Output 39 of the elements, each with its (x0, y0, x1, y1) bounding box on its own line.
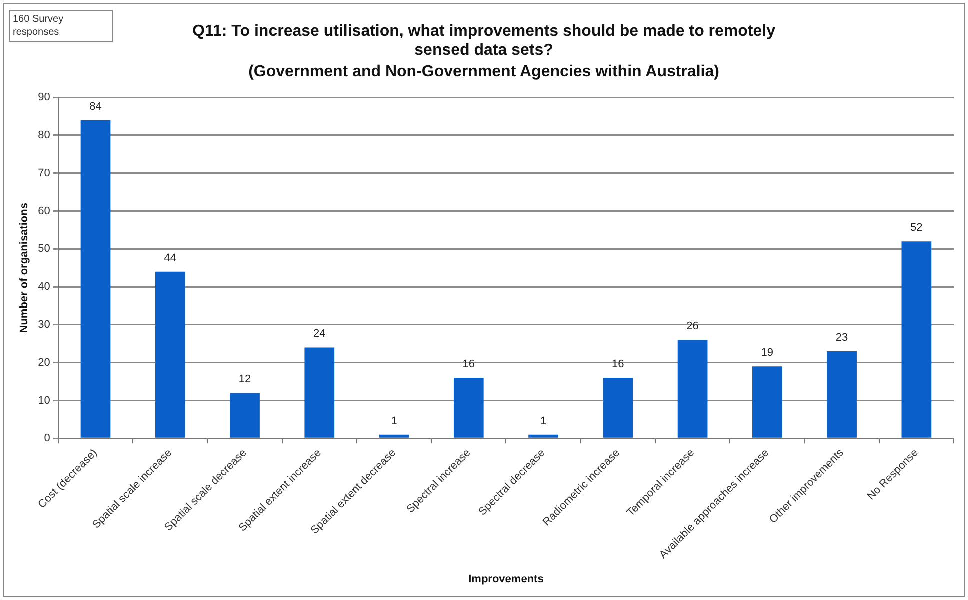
bar (230, 393, 260, 438)
data-label: 12 (238, 374, 252, 386)
bar (454, 378, 484, 438)
bar (902, 242, 932, 438)
data-label: 1 (391, 415, 398, 428)
text: 160 Survey responses (9, 10, 113, 42)
y-tick-label: 70 (38, 167, 50, 180)
bar (379, 434, 410, 438)
data-label: 44 (164, 252, 177, 264)
data-label: 23 (836, 332, 848, 344)
data-label: 19 (761, 347, 774, 360)
y-tick-label: 30 (38, 319, 50, 332)
bar (304, 348, 335, 438)
bar (155, 272, 186, 438)
chart-subtitle: (Government and Non-Government Agencies within Australia) (248, 63, 720, 80)
y-tick-label: 60 (38, 205, 50, 218)
data-label: 16 (612, 358, 624, 371)
y-axis-title: Number of organisations (18, 203, 31, 334)
data-label: 52 (910, 222, 923, 234)
y-tick-label: 50 (38, 243, 50, 256)
y-tick-label: 90 (38, 92, 50, 104)
bar (80, 120, 111, 438)
y-tick-label: 0 (44, 432, 50, 445)
bar (678, 340, 708, 438)
data-label: 26 (686, 320, 699, 333)
bar (752, 366, 782, 438)
data-label: 24 (314, 328, 326, 340)
bar (603, 378, 634, 438)
bar (827, 352, 857, 438)
y-tick-label: 20 (38, 356, 50, 369)
data-label: 16 (462, 358, 476, 371)
chart-title: Q11: To increase utilisation, what improvements should be made to remotely sensed data sets? (192, 23, 776, 60)
data-label: 1 (540, 415, 547, 428)
x-axis-title: Improvements (468, 573, 544, 586)
bar (528, 434, 558, 438)
y-tick-label: 80 (38, 130, 50, 142)
data-label: 84 (90, 100, 102, 113)
y-tick-label: 10 (38, 394, 50, 407)
y-tick-label: 40 (38, 281, 50, 294)
